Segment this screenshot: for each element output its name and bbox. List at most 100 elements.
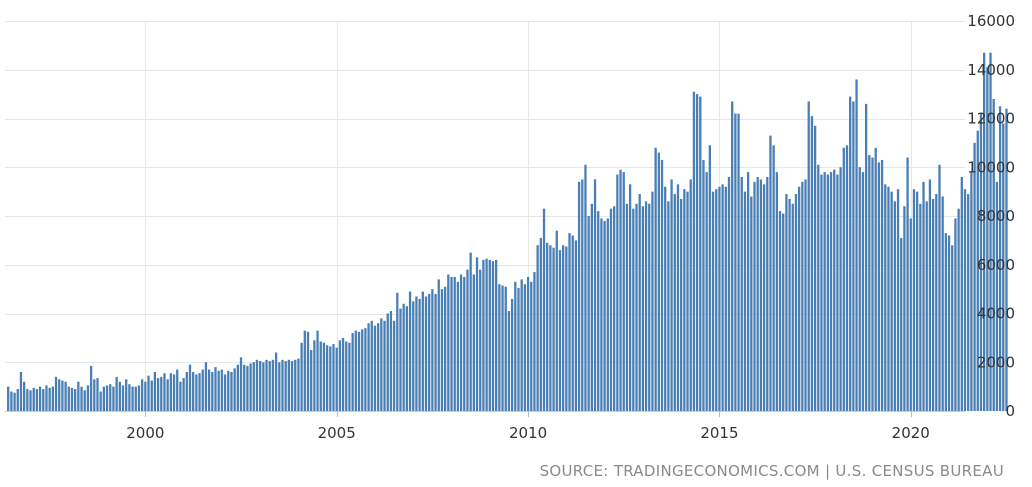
bar — [759, 179, 763, 411]
bar — [676, 184, 680, 411]
bar — [86, 385, 90, 411]
bar — [782, 213, 785, 411]
bar — [13, 392, 16, 411]
bar — [877, 162, 881, 411]
bar — [259, 361, 262, 411]
bar — [310, 350, 313, 411]
bar — [51, 386, 54, 412]
bar — [973, 142, 976, 412]
bar — [606, 218, 609, 411]
bar — [689, 179, 692, 411]
bar — [482, 259, 485, 412]
bar — [147, 375, 150, 411]
bar — [214, 367, 217, 412]
bar — [568, 233, 571, 411]
bar — [217, 370, 220, 411]
x-tick-label: 2010 — [509, 424, 547, 442]
bar — [278, 362, 281, 411]
bar — [935, 194, 938, 411]
bar — [172, 374, 176, 411]
bar — [26, 389, 29, 411]
bar — [794, 194, 798, 411]
bar — [169, 373, 172, 411]
bar — [252, 362, 255, 411]
bar — [313, 340, 316, 411]
bar — [753, 181, 756, 412]
bar — [644, 201, 648, 412]
bar — [957, 208, 960, 411]
bar — [998, 106, 1002, 411]
y-tick-label: 10000 — [967, 158, 1015, 176]
bar — [746, 172, 750, 411]
x-tick-label: 2005 — [318, 424, 356, 442]
bar — [303, 330, 306, 411]
bar — [740, 177, 743, 411]
bar — [156, 378, 160, 411]
bar — [823, 172, 826, 411]
bar — [510, 298, 514, 412]
bar — [979, 113, 983, 412]
bar — [523, 284, 527, 411]
bar — [546, 242, 549, 411]
bar — [801, 181, 804, 412]
bar — [517, 287, 520, 411]
bar — [351, 333, 354, 411]
bar — [845, 145, 849, 411]
bar — [485, 258, 488, 411]
bar — [769, 135, 772, 411]
bar — [64, 381, 67, 411]
bar — [297, 358, 300, 411]
bar — [348, 342, 351, 411]
bar — [243, 364, 246, 411]
bar — [370, 320, 373, 411]
bar — [995, 181, 999, 412]
bar — [380, 318, 383, 412]
bar — [906, 157, 909, 411]
bar — [887, 186, 890, 411]
bar — [459, 274, 463, 411]
bar — [833, 169, 836, 411]
bar — [230, 372, 233, 411]
bar — [574, 240, 578, 412]
bar — [504, 286, 507, 411]
bar — [788, 198, 791, 411]
bar — [855, 79, 858, 411]
bar — [826, 174, 830, 411]
bar — [533, 272, 536, 411]
bar — [287, 359, 291, 411]
bar — [616, 174, 619, 411]
bar — [581, 179, 584, 411]
bar — [530, 281, 533, 411]
bars — [7, 52, 1008, 412]
bar — [549, 245, 552, 411]
bar — [715, 189, 718, 411]
bar — [657, 152, 660, 412]
bar — [680, 198, 683, 411]
bar — [201, 369, 204, 411]
bar — [93, 379, 96, 411]
bar — [558, 250, 562, 412]
bar — [683, 189, 686, 411]
bar — [249, 363, 252, 411]
bar — [399, 308, 402, 412]
bar — [807, 101, 810, 411]
bar — [798, 186, 801, 411]
bar — [418, 298, 421, 412]
bar — [762, 184, 766, 411]
bar — [692, 91, 696, 411]
bar — [392, 320, 396, 411]
bar — [294, 359, 297, 411]
bar — [271, 359, 275, 411]
bar — [951, 245, 954, 411]
bar — [695, 94, 699, 412]
bar — [922, 181, 925, 412]
bar — [453, 276, 456, 411]
bar — [364, 328, 367, 412]
bar — [198, 373, 201, 411]
bar — [54, 376, 58, 412]
bar — [74, 389, 77, 411]
bar — [45, 385, 48, 411]
bar — [501, 285, 504, 411]
bar — [408, 291, 412, 411]
